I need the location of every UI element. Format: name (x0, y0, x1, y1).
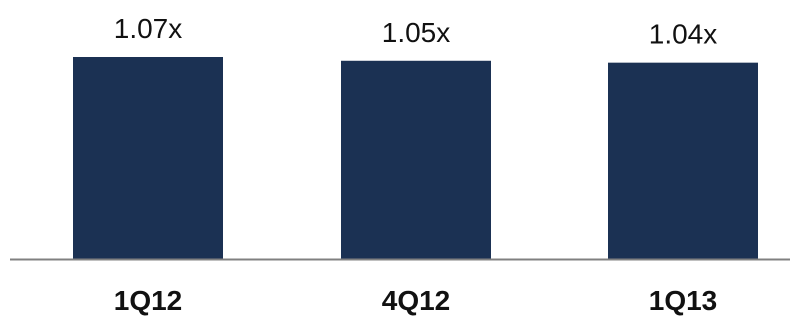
bar-1q13 (608, 62, 758, 260)
bar-1q12 (73, 57, 223, 259)
value-label-4q12: 1.05x (382, 17, 451, 48)
category-label-4q12: 4Q12 (382, 285, 451, 316)
category-label-1q13: 1Q13 (649, 285, 718, 316)
category-label-1q12: 1Q12 (114, 285, 183, 316)
bar-4q12 (341, 60, 491, 260)
value-label-1q12: 1.07x (114, 13, 183, 44)
value-label-1q13: 1.04x (649, 19, 718, 50)
